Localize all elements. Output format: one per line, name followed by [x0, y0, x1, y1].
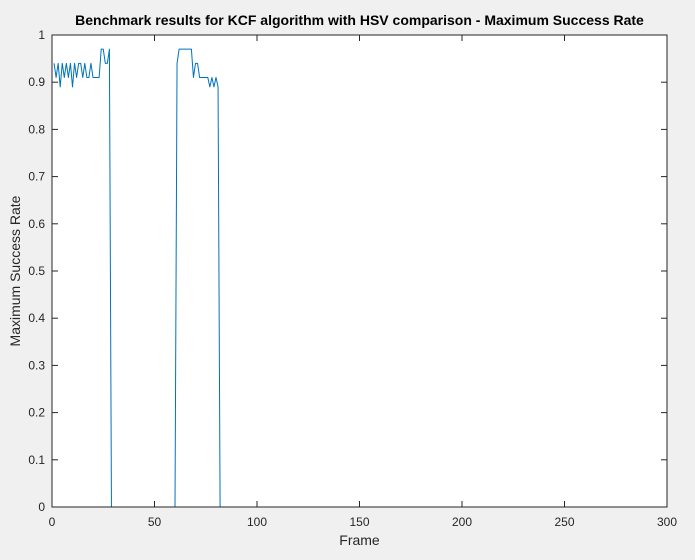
y-tick-label: 1: [38, 28, 45, 42]
y-axis-label: Maximum Success Rate: [7, 195, 23, 346]
y-tick-label: 0: [38, 500, 45, 514]
x-tick-label: 100: [247, 515, 267, 529]
x-tick-label: 150: [349, 515, 369, 529]
y-tick-label: 0.6: [28, 217, 45, 231]
x-tick-label: 0: [49, 515, 56, 529]
x-tick-label: 50: [148, 515, 162, 529]
y-tick-label: 0.8: [28, 122, 45, 136]
x-tick-label: 250: [554, 515, 574, 529]
y-tick-label: 0.5: [28, 264, 45, 278]
y-tick-label: 0.1: [28, 453, 45, 467]
x-tick-label: 200: [452, 515, 472, 529]
y-tick-label: 0.7: [28, 170, 45, 184]
x-axis-label: Frame: [339, 532, 380, 548]
chart-title: Benchmark results for KCF algorithm with…: [75, 12, 644, 28]
y-tick-label: 0.3: [28, 358, 45, 372]
y-axis-ticks: 0 0.1 0.2 0.3 0.4 0.5 0.6 0.7 0.8 0.9 1: [28, 28, 667, 514]
y-tick-label: 0.4: [28, 311, 45, 325]
plot-area: [52, 35, 667, 507]
y-tick-label: 0.9: [28, 75, 45, 89]
x-tick-label: 300: [657, 515, 677, 529]
x-axis-ticks: 0 50 100 150 200 250 300: [49, 35, 677, 529]
y-tick-label: 0.2: [28, 406, 45, 420]
